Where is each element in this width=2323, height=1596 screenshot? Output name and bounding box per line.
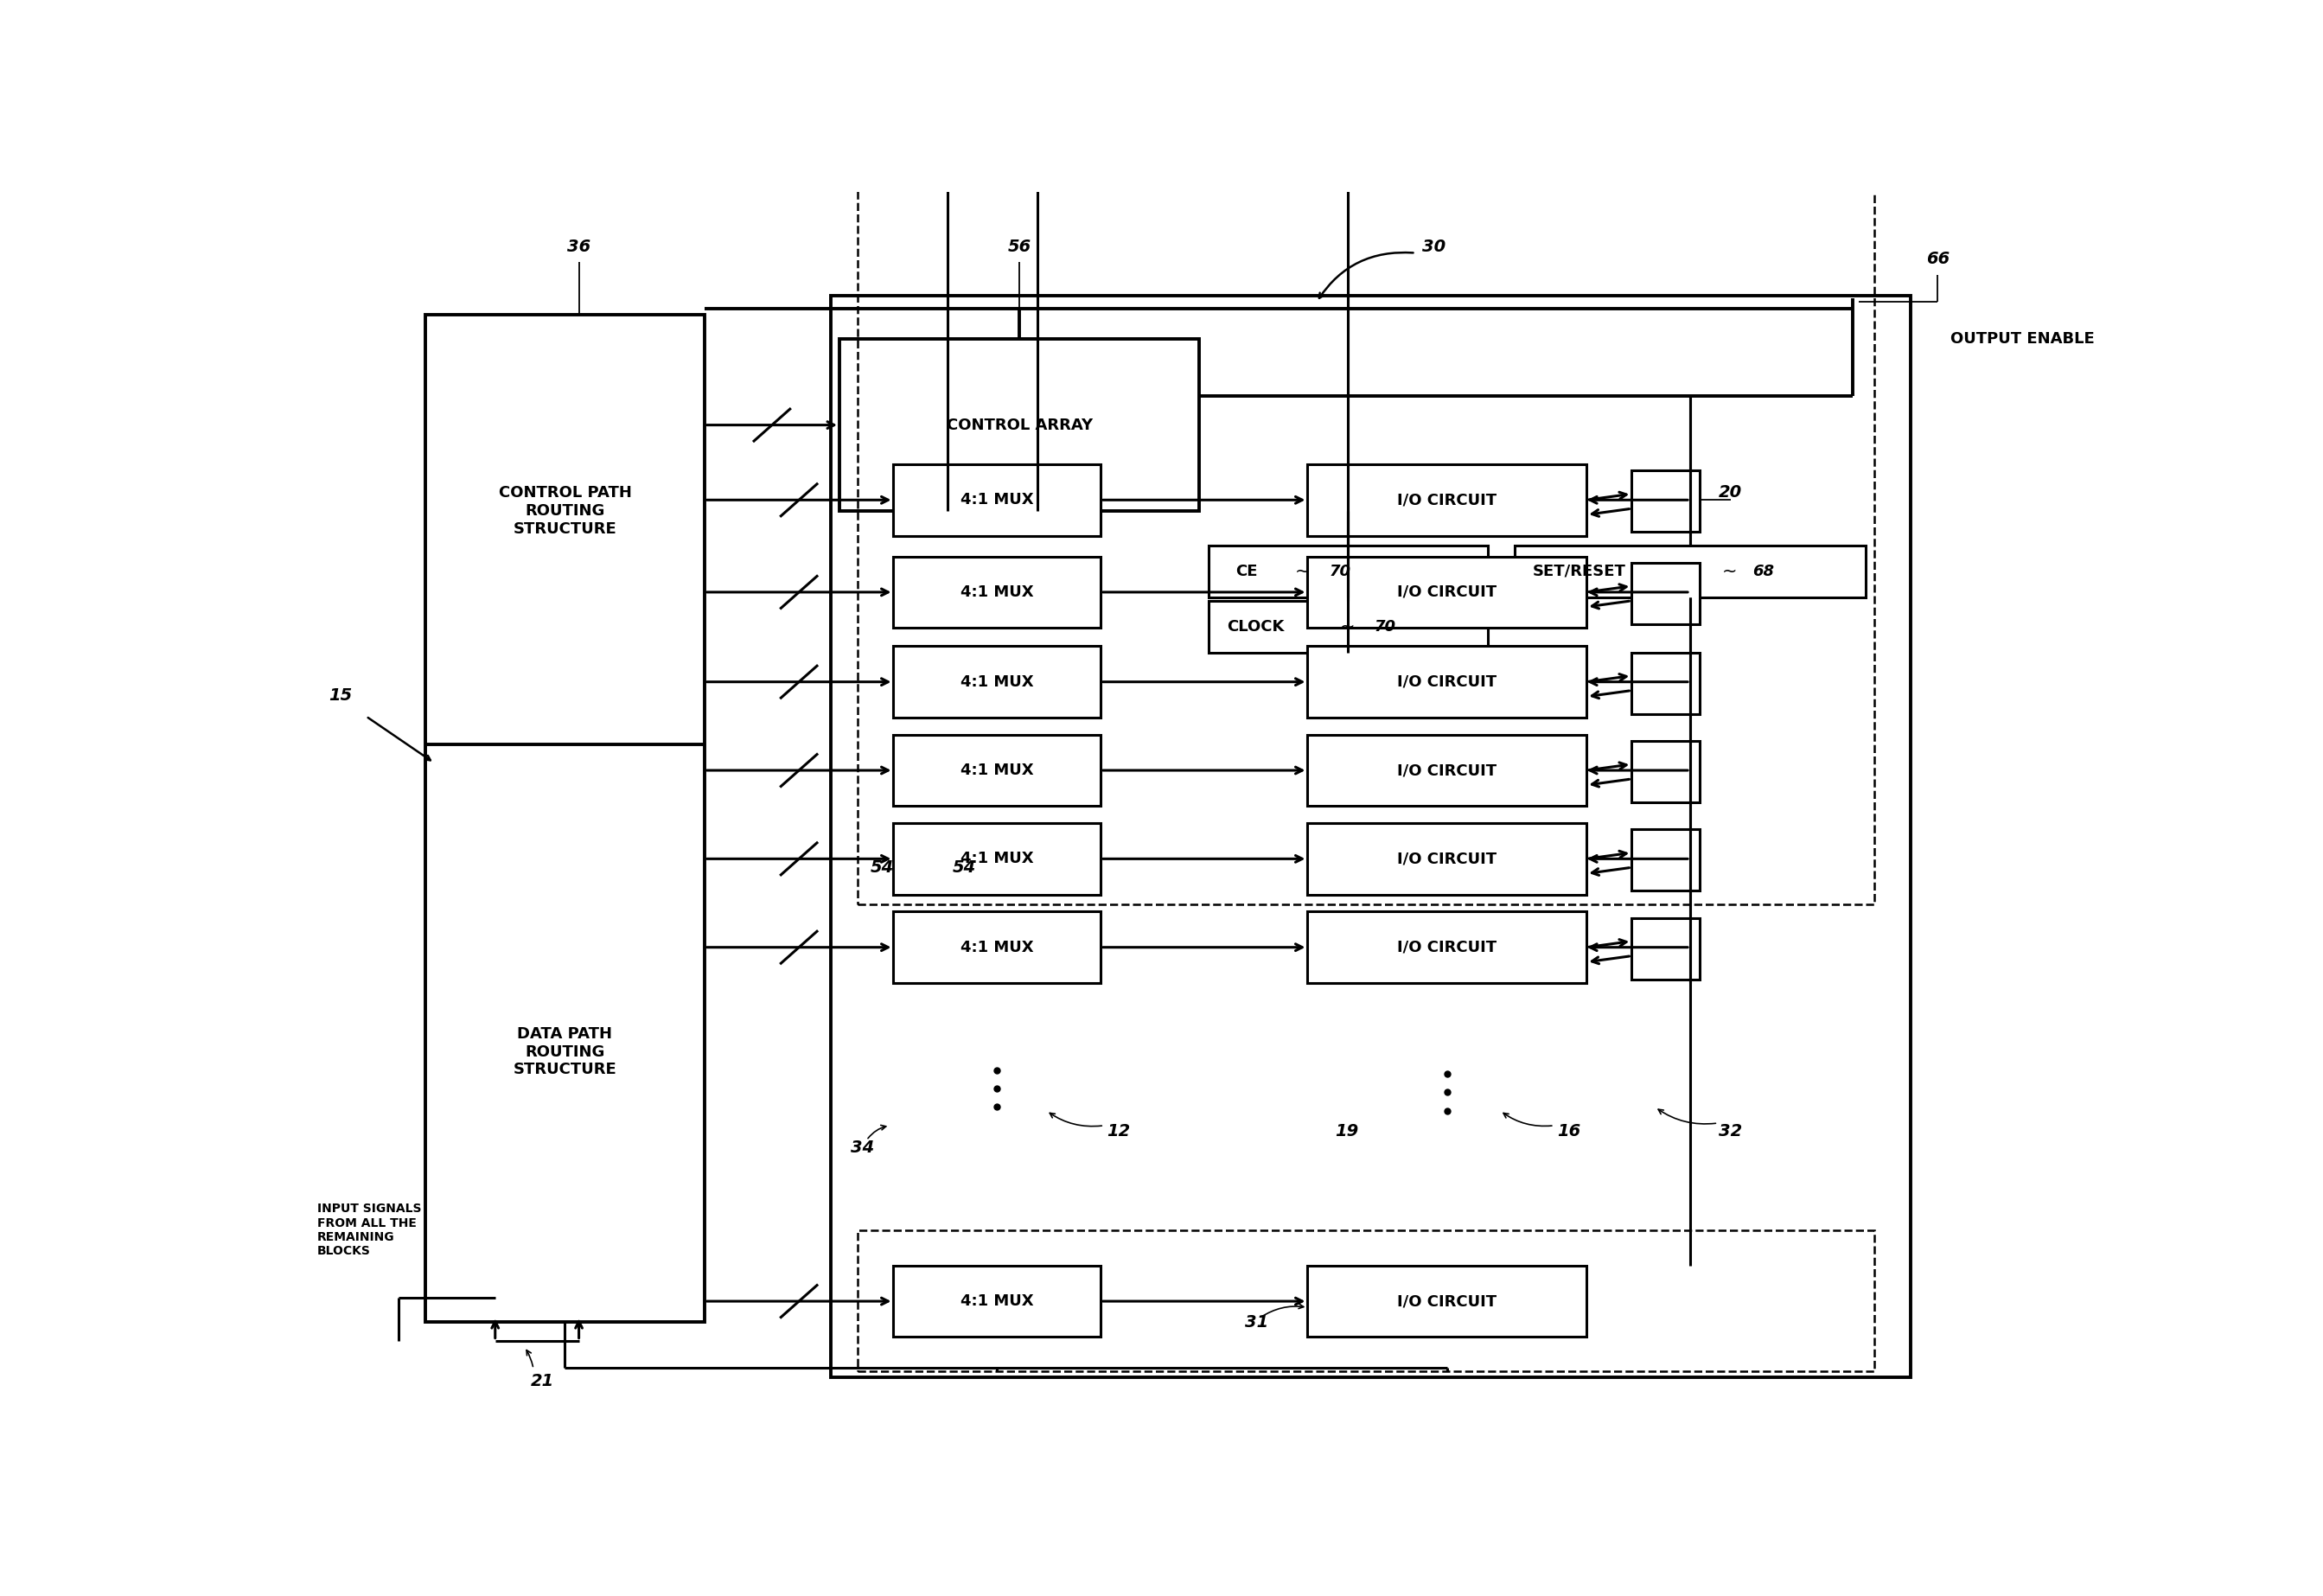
Text: 66: 66	[1926, 251, 1949, 267]
Bar	[1515, 546, 1865, 597]
Text: 36: 36	[567, 239, 590, 255]
Bar	[1308, 646, 1587, 718]
Text: I/O CIRCUIT: I/O CIRCUIT	[1398, 763, 1496, 779]
Bar	[894, 464, 1101, 536]
Text: OUTPUT ENABLE: OUTPUT ENABLE	[1951, 332, 2095, 346]
Bar	[1208, 546, 1487, 597]
Bar	[1308, 734, 1587, 806]
Text: 4:1 MUX: 4:1 MUX	[959, 1293, 1034, 1309]
Text: 54: 54	[952, 859, 976, 876]
Text: 16: 16	[1556, 1124, 1580, 1140]
Text: CE: CE	[1236, 563, 1257, 579]
Bar	[1631, 830, 1700, 891]
Bar	[832, 295, 1910, 1377]
Bar	[839, 338, 1199, 511]
Text: I/O CIRCUIT: I/O CIRCUIT	[1398, 940, 1496, 954]
Text: 32: 32	[1719, 1124, 1742, 1140]
Bar	[894, 557, 1101, 627]
Text: 4:1 MUX: 4:1 MUX	[959, 584, 1034, 600]
Text: DATA PATH
ROUTING
STRUCTURE: DATA PATH ROUTING STRUCTURE	[513, 1026, 616, 1077]
Text: 4:1 MUX: 4:1 MUX	[959, 940, 1034, 954]
Bar	[857, 1231, 1875, 1371]
Text: 54: 54	[871, 859, 894, 876]
Text: 20: 20	[1719, 485, 1742, 501]
Text: I/O CIRCUIT: I/O CIRCUIT	[1398, 1293, 1496, 1309]
Bar	[1308, 1266, 1587, 1337]
Bar	[1631, 741, 1700, 803]
Text: 4:1 MUX: 4:1 MUX	[959, 674, 1034, 689]
Text: ~: ~	[1340, 618, 1354, 635]
Text: 15: 15	[330, 688, 353, 704]
Text: I/O CIRCUIT: I/O CIRCUIT	[1398, 674, 1496, 689]
Bar	[1308, 911, 1587, 983]
Bar	[1631, 918, 1700, 980]
Text: 4:1 MUX: 4:1 MUX	[959, 851, 1034, 867]
Bar	[1208, 600, 1487, 653]
Bar	[1308, 464, 1587, 536]
Text: 34: 34	[850, 1140, 876, 1156]
Bar	[1308, 824, 1587, 894]
Bar	[894, 911, 1101, 983]
Text: 4:1 MUX: 4:1 MUX	[959, 763, 1034, 779]
Text: 12: 12	[1106, 1124, 1131, 1140]
Text: CONTROL ARRAY: CONTROL ARRAY	[945, 417, 1092, 433]
Bar	[1631, 471, 1700, 531]
Bar	[894, 1266, 1101, 1337]
Text: 56: 56	[1008, 239, 1031, 255]
Text: ~: ~	[1294, 563, 1310, 579]
Text: SET/RESET: SET/RESET	[1533, 563, 1626, 579]
Text: 21: 21	[530, 1373, 555, 1390]
Text: INPUT SIGNALS
FROM ALL THE
REMAINING
BLOCKS: INPUT SIGNALS FROM ALL THE REMAINING BLO…	[318, 1203, 420, 1258]
Text: 68: 68	[1752, 563, 1775, 579]
Bar	[1308, 557, 1587, 627]
Text: 19: 19	[1336, 1124, 1359, 1140]
Text: ~: ~	[1721, 563, 1738, 579]
Text: 31: 31	[1245, 1314, 1268, 1331]
Text: I/O CIRCUIT: I/O CIRCUIT	[1398, 492, 1496, 508]
Text: I/O CIRCUIT: I/O CIRCUIT	[1398, 584, 1496, 600]
Bar	[1631, 563, 1700, 624]
Bar	[425, 314, 704, 1321]
Text: 4:1 MUX: 4:1 MUX	[959, 492, 1034, 508]
Text: CONTROL PATH
ROUTING
STRUCTURE: CONTROL PATH ROUTING STRUCTURE	[499, 485, 632, 536]
Bar	[894, 734, 1101, 806]
Bar	[857, 168, 1875, 905]
Bar	[894, 824, 1101, 894]
Text: I/O CIRCUIT: I/O CIRCUIT	[1398, 851, 1496, 867]
Bar	[1631, 653, 1700, 713]
Text: CLOCK: CLOCK	[1227, 619, 1285, 634]
Text: 30: 30	[1422, 239, 1445, 255]
Text: 70: 70	[1375, 619, 1396, 634]
Bar	[894, 646, 1101, 718]
Text: 70: 70	[1329, 563, 1350, 579]
